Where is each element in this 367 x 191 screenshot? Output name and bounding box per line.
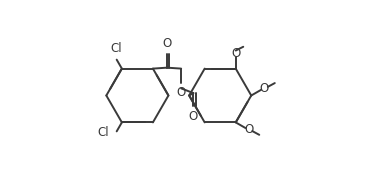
Text: Cl: Cl bbox=[98, 126, 109, 139]
Text: O: O bbox=[163, 37, 172, 50]
Text: O: O bbox=[177, 86, 186, 99]
Text: O: O bbox=[244, 123, 254, 136]
Text: Cl: Cl bbox=[110, 42, 121, 55]
Text: O: O bbox=[189, 110, 198, 123]
Text: O: O bbox=[231, 47, 240, 60]
Text: O: O bbox=[260, 82, 269, 95]
